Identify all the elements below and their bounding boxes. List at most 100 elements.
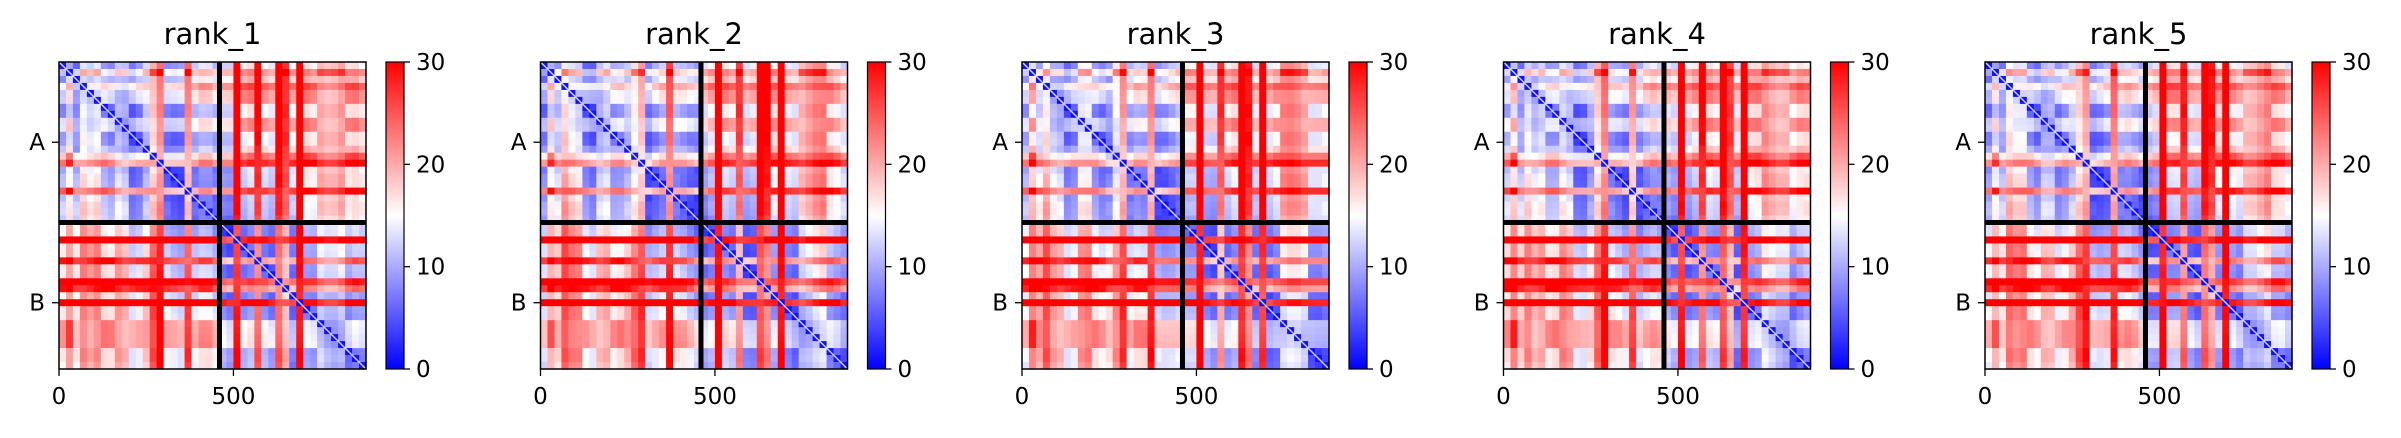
y-tick-label: B bbox=[511, 291, 527, 317]
heatmap-cell bbox=[177, 124, 186, 133]
heatmap-cell bbox=[568, 313, 576, 321]
heatmap-cell bbox=[1322, 124, 1330, 133]
heatmap-cell bbox=[1189, 208, 1198, 217]
heatmap-cell bbox=[1252, 89, 1260, 98]
heatmap-cell bbox=[603, 313, 611, 321]
heatmap-cell bbox=[170, 152, 179, 161]
heatmap-cell bbox=[289, 271, 297, 279]
heatmap-cell bbox=[282, 201, 290, 210]
heatmap-cell bbox=[233, 257, 242, 265]
heatmap-cell bbox=[317, 285, 325, 293]
heatmap-cell bbox=[1042, 75, 1051, 84]
heatmap-cell bbox=[100, 173, 109, 182]
heatmap-cell bbox=[1063, 152, 1072, 161]
heatmap-cell bbox=[289, 152, 297, 161]
heatmap-cell bbox=[798, 187, 807, 196]
heatmap-cell bbox=[198, 362, 207, 370]
heatmap-cell bbox=[652, 166, 660, 175]
heatmap-cell bbox=[296, 215, 304, 224]
heatmap-cell bbox=[610, 110, 618, 119]
heatmap-cell bbox=[1189, 68, 1198, 77]
heatmap-cell bbox=[1287, 62, 1295, 70]
heatmap-cell bbox=[107, 222, 116, 231]
heatmap-cell bbox=[1315, 159, 1323, 168]
heatmap-cell bbox=[184, 299, 193, 307]
heatmap-cell bbox=[219, 313, 228, 321]
heatmap-cell bbox=[128, 68, 137, 77]
heatmap-cell bbox=[128, 194, 137, 203]
heatmap-cell bbox=[254, 264, 262, 272]
heatmap-cell bbox=[833, 75, 842, 84]
heatmap-cell bbox=[93, 222, 102, 231]
heatmap-cell bbox=[812, 215, 821, 224]
heatmap-cell bbox=[1182, 201, 1191, 210]
heatmap-cell bbox=[1091, 187, 1100, 196]
heatmap-cell bbox=[1028, 152, 1037, 161]
heatmap-cell bbox=[547, 250, 556, 258]
heatmap-cell bbox=[142, 341, 151, 349]
heatmap-cell bbox=[1252, 173, 1260, 182]
heatmap-cell bbox=[240, 208, 248, 217]
heatmap-cell bbox=[673, 173, 681, 182]
heatmap-cell bbox=[310, 278, 318, 286]
heatmap-cell bbox=[819, 243, 828, 251]
heatmap-cell bbox=[1189, 82, 1198, 91]
heatmap-cell bbox=[1280, 117, 1288, 126]
heatmap-cell bbox=[1301, 110, 1309, 119]
heatmap-cell bbox=[568, 334, 576, 342]
heatmap-cell bbox=[317, 124, 325, 133]
heatmap-cell bbox=[575, 320, 583, 328]
heatmap-cell bbox=[226, 271, 235, 279]
heatmap-cell bbox=[331, 306, 339, 314]
heatmap-cell bbox=[1035, 82, 1044, 91]
heatmap-cell bbox=[1294, 215, 1302, 224]
heatmap-cell bbox=[149, 327, 158, 335]
heatmap-cell bbox=[72, 299, 81, 307]
heatmap-cell bbox=[784, 264, 793, 272]
heatmap-cell bbox=[791, 110, 800, 119]
heatmap-cell bbox=[826, 152, 835, 161]
heatmap-cell bbox=[652, 222, 660, 231]
heatmap-cell bbox=[680, 348, 688, 356]
heatmap-cell bbox=[1294, 131, 1302, 140]
heatmap-cell bbox=[1056, 82, 1065, 91]
heatmap-cell bbox=[240, 96, 248, 105]
heatmap-cell bbox=[212, 117, 221, 126]
heatmap-cell bbox=[100, 166, 109, 175]
heatmap-cell bbox=[652, 257, 660, 265]
heatmap-cell bbox=[156, 68, 165, 77]
heatmap-cell bbox=[1231, 159, 1239, 168]
heatmap-cell bbox=[338, 327, 346, 335]
heatmap-cell bbox=[833, 257, 842, 265]
heatmap-cell bbox=[317, 159, 325, 168]
heatmap-cell bbox=[763, 348, 772, 356]
heatmap-cell bbox=[107, 62, 116, 70]
heatmap-cell bbox=[1161, 62, 1170, 70]
heatmap-cell bbox=[819, 96, 828, 105]
heatmap-cell bbox=[840, 145, 849, 154]
heatmap-cell bbox=[338, 278, 346, 286]
heatmap-cell bbox=[603, 187, 611, 196]
heatmap-cell bbox=[359, 208, 367, 217]
heatmap-cell bbox=[568, 362, 576, 370]
heatmap-cell bbox=[338, 145, 346, 154]
heatmap-cell bbox=[1308, 215, 1316, 224]
heatmap-cell bbox=[561, 194, 570, 203]
heatmap-cell bbox=[659, 117, 667, 126]
heatmap-cell bbox=[331, 180, 339, 189]
heatmap-cell bbox=[749, 124, 758, 133]
heatmap-cell bbox=[72, 257, 81, 265]
heatmap-cell bbox=[1070, 145, 1079, 154]
heatmap-cell bbox=[638, 138, 646, 147]
heatmap-cell bbox=[1070, 117, 1079, 126]
heatmap-cell bbox=[833, 103, 842, 112]
heatmap-cell bbox=[1077, 145, 1086, 154]
heatmap-cell bbox=[86, 362, 95, 370]
heatmap-cell bbox=[763, 264, 772, 272]
heatmap-cell bbox=[798, 250, 807, 258]
heatmap-cell bbox=[198, 299, 207, 307]
heatmap-cell bbox=[191, 327, 200, 335]
heatmap-cell bbox=[86, 159, 95, 168]
heatmap-cell bbox=[1049, 68, 1058, 77]
heatmap-cell bbox=[128, 96, 137, 105]
